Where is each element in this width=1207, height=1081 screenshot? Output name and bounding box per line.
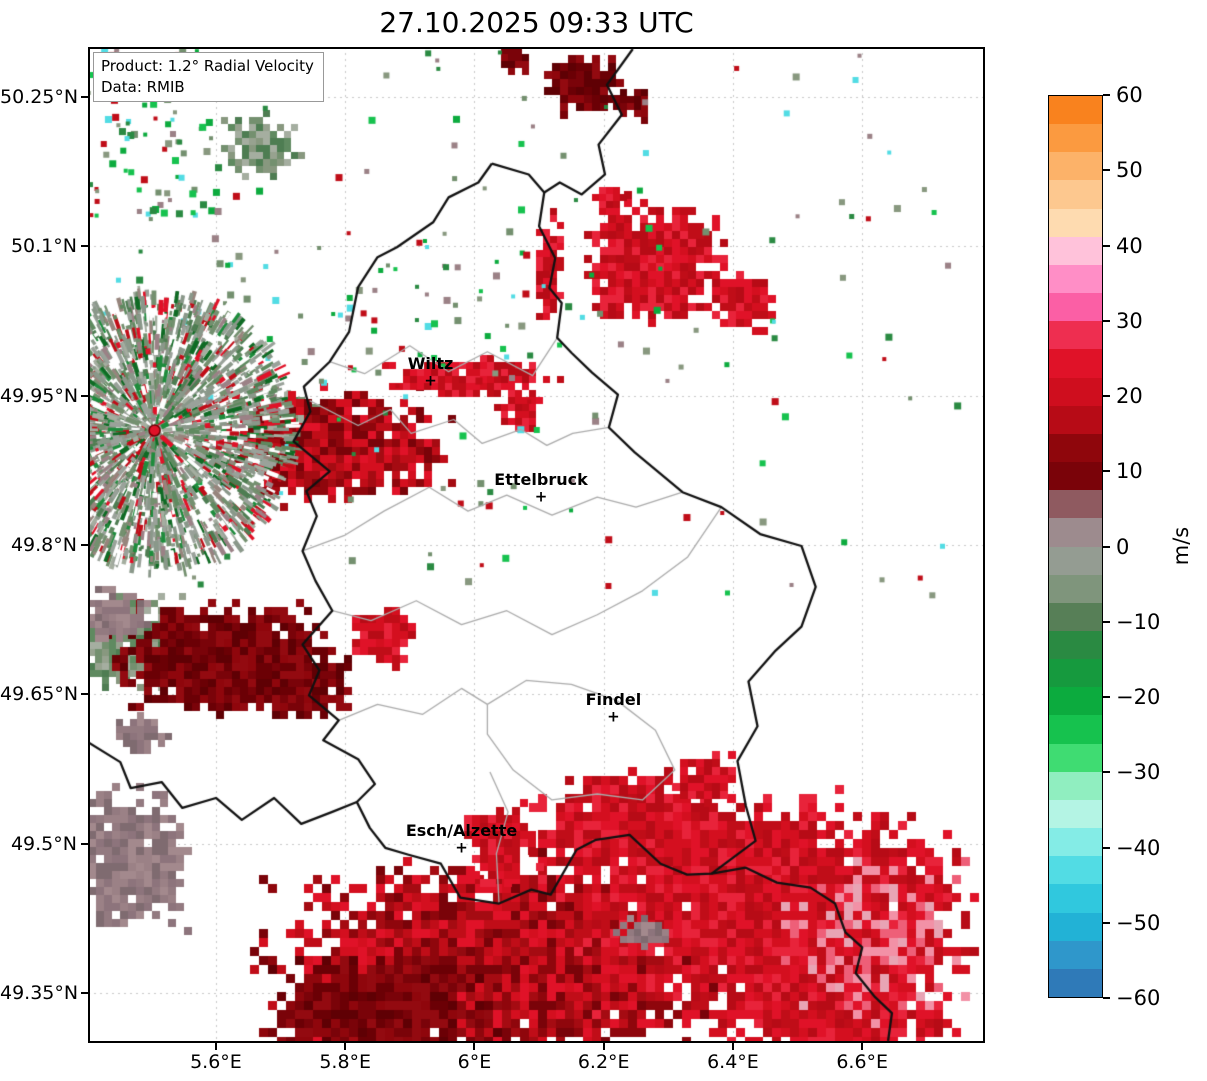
product-label: Product: 1.2° Radial Velocity bbox=[101, 57, 314, 75]
x-tick-mark bbox=[214, 1043, 217, 1050]
colorbar-tick-mark bbox=[1103, 319, 1110, 322]
y-tick-mark bbox=[81, 95, 88, 98]
y-tick-label: 49.65°N bbox=[0, 683, 79, 706]
y-tick-label: 49.5°N bbox=[10, 832, 77, 855]
x-tick-mark bbox=[344, 1043, 347, 1050]
colorbar-tick-mark bbox=[1103, 244, 1110, 247]
colorbar-tick-mark bbox=[1103, 620, 1110, 623]
x-tick-mark bbox=[602, 1043, 605, 1050]
x-tick-label: 6.2°E bbox=[577, 1051, 630, 1073]
y-tick-mark bbox=[81, 693, 88, 696]
x-tick-label: 5.6°E bbox=[190, 1051, 242, 1073]
x-tick-mark bbox=[731, 1043, 734, 1050]
colorbar: 60 50 40 30 20 10 0 −10 −20 −30 −40 −50 −60 bbox=[1048, 83, 1160, 1010]
y-tick-label: 49.35°N bbox=[0, 982, 79, 1005]
colorbar-tick-label: 60 bbox=[1116, 83, 1143, 107]
y-tick-label: 50.25°N bbox=[0, 85, 79, 108]
colorbar-tick-label: −30 bbox=[1116, 760, 1161, 785]
colorbar-tick-label: 0 bbox=[1116, 534, 1130, 559]
y-tick-label: 50.1°N bbox=[10, 235, 77, 258]
y-tick-mark bbox=[81, 245, 88, 248]
colorbar-tick-mark bbox=[1103, 470, 1110, 473]
radar-map-canvas bbox=[88, 47, 985, 1043]
y-tick-label: 49.95°N bbox=[0, 384, 79, 407]
colorbar-tick-mark bbox=[1103, 545, 1110, 548]
y-tick-label: 49.8°N bbox=[10, 534, 77, 556]
colorbar-gradient bbox=[1048, 95, 1103, 998]
x-tick-label: 5.8°E bbox=[319, 1051, 372, 1073]
y-tick-mark bbox=[81, 992, 88, 995]
x-tick-mark bbox=[473, 1043, 476, 1050]
colorbar-tick-label: 20 bbox=[1116, 384, 1143, 408]
colorbar-tick-label: −50 bbox=[1116, 910, 1161, 935]
colorbar-tick-label: −40 bbox=[1116, 835, 1161, 860]
colorbar-tick-label: 10 bbox=[1116, 459, 1143, 484]
colorbar-tick-mark bbox=[1103, 169, 1110, 172]
y-tick-mark bbox=[81, 842, 88, 845]
colorbar-tick-label: −10 bbox=[1116, 609, 1161, 634]
colorbar-tick-label: 40 bbox=[1116, 233, 1143, 258]
colorbar-tick-label: −60 bbox=[1116, 986, 1161, 1010]
colorbar-tick-label: 30 bbox=[1116, 308, 1143, 333]
x-tick-label: 6°E bbox=[457, 1051, 492, 1073]
x-tick-label: 6.6°E bbox=[836, 1051, 889, 1073]
x-tick-label: 6.4°E bbox=[707, 1051, 759, 1073]
colorbar-tick-mark bbox=[1103, 696, 1110, 698]
colorbar-tick-mark bbox=[1103, 771, 1110, 774]
map-plot: Product: 1.2° Radial Velocity Data: RMIB… bbox=[88, 47, 985, 1043]
colorbar-tick-mark bbox=[1103, 921, 1110, 924]
product-info-box: Product: 1.2° Radial Velocity Data: RMIB bbox=[93, 52, 324, 103]
colorbar-tick-label: −20 bbox=[1116, 685, 1161, 709]
y-tick-mark bbox=[81, 544, 88, 546]
x-tick-mark bbox=[861, 1043, 864, 1050]
data-source-label: Data: RMIB bbox=[101, 77, 185, 96]
y-tick-mark bbox=[81, 394, 88, 397]
colorbar-tick-label: 50 bbox=[1116, 158, 1143, 183]
figure-title: 27.10.2025 09:33 UTC bbox=[379, 6, 694, 39]
colorbar-tick-mark bbox=[1103, 395, 1110, 397]
colorbar-tick-mark bbox=[1103, 94, 1110, 96]
colorbar-unit-label: m/s bbox=[1169, 526, 1193, 566]
colorbar-tick-mark bbox=[1103, 846, 1110, 849]
colorbar-tick-mark bbox=[1103, 997, 1110, 999]
